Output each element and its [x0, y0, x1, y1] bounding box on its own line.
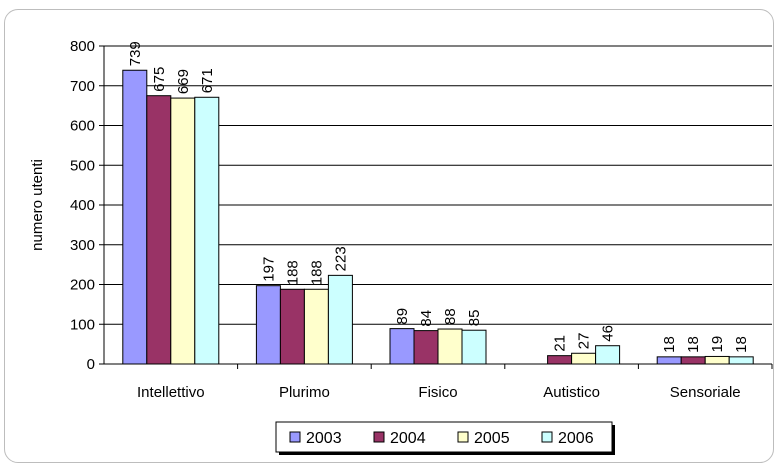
- y-axis-title: numero utenti: [29, 159, 46, 251]
- y-tick-label: 300: [70, 237, 95, 254]
- bar-2004-autistico: [547, 355, 573, 365]
- bar-2006-fisico: [461, 329, 487, 365]
- axes: [99, 45, 773, 369]
- data-label: 188: [284, 260, 301, 285]
- y-tick-label: 200: [70, 277, 95, 294]
- bar-2003-plurimo: [255, 285, 281, 365]
- data-label: 669: [175, 69, 192, 94]
- bar-2005-intellettivo: [170, 97, 196, 365]
- data-label: 18: [733, 336, 750, 353]
- bar-2006-plurimo: [327, 274, 353, 365]
- x-tick-label: Fisico: [418, 384, 457, 401]
- y-tick-labels: 0 100 200 300 400 500 600 700 800: [70, 38, 95, 373]
- data-label: 85: [466, 310, 483, 327]
- bar-2004-sensoriale: [680, 356, 706, 365]
- data-label: 671: [199, 68, 216, 93]
- y-tick-label: 500: [70, 157, 95, 174]
- data-label: 89: [394, 308, 411, 325]
- x-tick-label: Sensoriale: [670, 384, 741, 401]
- bar-2005-plurimo: [303, 288, 329, 365]
- data-labels: 739 675 669 671 197 188 188 223 89 84 88 85 21 27 46 18…: [127, 41, 750, 353]
- legend-swatch-2003: [289, 431, 301, 443]
- x-tick-label: Plurimo: [279, 384, 330, 401]
- data-label: 188: [308, 260, 325, 285]
- data-label: 197: [260, 257, 277, 282]
- data-label: 223: [332, 246, 349, 271]
- bars: [122, 69, 754, 365]
- x-tick-label: Autistico: [543, 384, 600, 401]
- y-tick-label: 800: [70, 38, 95, 55]
- x-tick-label: Intellettivo: [137, 384, 205, 401]
- data-label: 21: [552, 335, 569, 352]
- legend-swatch-2005: [457, 431, 469, 443]
- legend-label-2006: 2006: [558, 430, 594, 447]
- data-label: 46: [600, 325, 617, 342]
- data-label: 84: [418, 310, 435, 327]
- bar-2005-fisico: [437, 328, 463, 365]
- legend-box: [275, 421, 613, 453]
- legend: 2003 2004 2005 2006: [275, 421, 615, 455]
- bar-2003-fisico: [389, 328, 415, 365]
- y-tick-label: 0: [87, 356, 95, 373]
- legend-label-2005: 2005: [474, 430, 510, 447]
- legend-label-2004: 2004: [390, 430, 426, 447]
- bar-2006-intellettivo: [194, 96, 220, 365]
- y-tick-label: 600: [70, 118, 95, 135]
- legend-label-2003: 2003: [306, 430, 342, 447]
- data-label: 18: [661, 336, 678, 353]
- bar-2006-autistico: [595, 345, 621, 365]
- bar-2005-sensoriale: [704, 355, 730, 365]
- y-tick-label: 100: [70, 316, 95, 333]
- data-label: 18: [685, 336, 702, 353]
- legend-swatch-2006: [541, 431, 553, 443]
- data-label: 19: [709, 336, 726, 353]
- y-tick-label: 700: [70, 78, 95, 95]
- data-label: 739: [127, 41, 144, 66]
- y-tick-label: 400: [70, 197, 95, 214]
- data-label: 27: [576, 333, 593, 350]
- bar-2004-fisico: [413, 330, 439, 365]
- data-label: 88: [442, 308, 459, 325]
- bar-2004-intellettivo: [146, 95, 172, 365]
- bar-2006-sensoriale: [728, 356, 754, 365]
- legend-swatch-2004: [373, 431, 385, 443]
- bar-2003-sensoriale: [656, 356, 682, 365]
- bar-2003-intellettivo: [122, 69, 148, 365]
- x-tick-labels: Intellettivo Plurimo Fisico Autistico Sensor…: [137, 384, 741, 401]
- bar-2005-autistico: [571, 352, 597, 365]
- data-label: 675: [151, 67, 168, 92]
- bar-2004-plurimo: [279, 288, 305, 365]
